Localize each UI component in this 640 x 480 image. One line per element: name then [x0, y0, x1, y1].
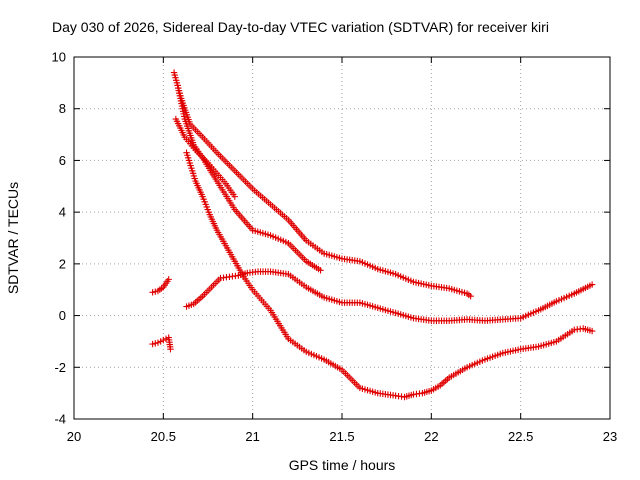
x-tick-label: 22.5	[508, 429, 533, 444]
series-arc-3	[174, 82, 324, 274]
series-arc-7	[149, 334, 174, 353]
series-arc-5	[183, 268, 596, 324]
x-tick-label: 21	[245, 429, 259, 444]
chart-title: Day 030 of 2026, Sidereal Day-to-day VTE…	[52, 19, 549, 35]
y-tick-label: 0	[59, 308, 66, 323]
x-tick-label: 21.5	[329, 429, 354, 444]
y-tick-label: 6	[59, 153, 66, 168]
data-point	[167, 345, 174, 353]
series-arc-6	[149, 276, 172, 296]
series-arc-2	[172, 115, 238, 200]
x-tick-label: 22	[424, 429, 438, 444]
data-points	[149, 69, 596, 401]
x-tick-label: 23	[603, 429, 617, 444]
x-tick-label: 20.5	[151, 429, 176, 444]
y-tick-label: 2	[59, 256, 66, 271]
y-axis-label: SDTVAR / TECUs	[5, 182, 21, 294]
grid	[74, 57, 610, 419]
data-point	[588, 327, 596, 335]
data-point	[317, 267, 324, 274]
series-arc-1	[170, 69, 474, 300]
y-tick-label: 10	[52, 50, 66, 65]
data-point	[467, 292, 474, 300]
axis-ticks: 20 20.5 21 21.5 22 22.5 23 -4 -2 0 2 4 6 8 10	[52, 50, 618, 445]
data-point	[231, 193, 238, 200]
y-tick-label: -4	[54, 412, 66, 427]
series-arc-4	[183, 149, 596, 401]
data-point	[588, 281, 596, 288]
data-point	[165, 276, 172, 283]
y-tick-label: 4	[59, 205, 66, 220]
y-tick-label: -2	[54, 360, 66, 375]
x-axis-label: GPS time / hours	[289, 457, 396, 473]
y-tick-label: 8	[59, 101, 66, 116]
x-tick-label: 20	[67, 429, 81, 444]
